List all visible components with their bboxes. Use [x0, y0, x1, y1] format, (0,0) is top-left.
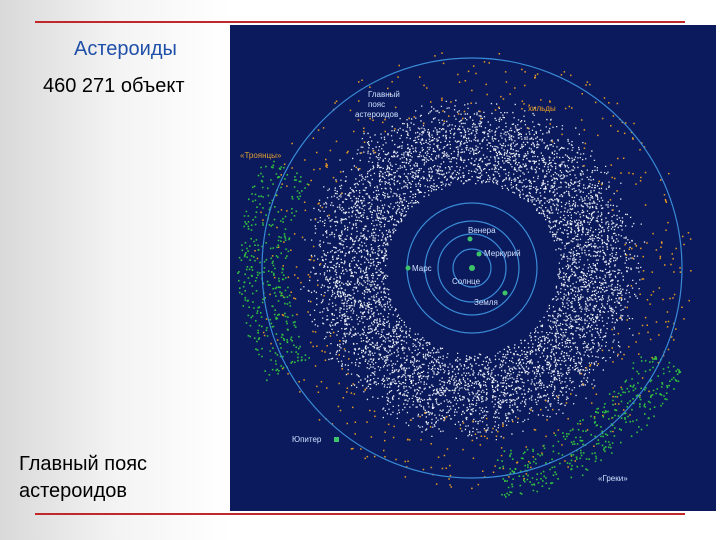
- mercury-label: Меркурий: [484, 249, 521, 258]
- top-rule: [35, 21, 685, 23]
- sun-label: Солнце: [452, 277, 481, 286]
- venus-label: Венера: [468, 226, 496, 235]
- trojans-label: «Троянцы»: [240, 151, 282, 160]
- greeks-label: «Греки»: [598, 474, 628, 483]
- sun: [469, 265, 475, 271]
- jupiter-orbit: [261, 57, 683, 479]
- caption: Главный пояс астероидов: [19, 453, 148, 502]
- venus-orbit: [437, 233, 507, 303]
- belt-label-line: астероидов: [355, 110, 398, 119]
- planets: [334, 236, 508, 442]
- mercury: [476, 251, 482, 257]
- asteroid-map: Главный пояс астероидов хильды «Троянцы» В…: [230, 25, 716, 511]
- jupiter-label: Юпитер: [292, 435, 322, 444]
- jupiter: [334, 437, 339, 442]
- title: Астероиды: [74, 38, 177, 60]
- earth: [502, 290, 508, 296]
- earth-label: Земля: [474, 298, 498, 307]
- mars-label: Марс: [412, 264, 432, 273]
- belt-label: Главный пояс астероидов: [355, 90, 400, 119]
- hildas-label: хильды: [528, 104, 556, 113]
- belt-label-line: пояс: [368, 100, 385, 109]
- venus: [467, 236, 473, 242]
- count: 460 271 объект: [43, 75, 185, 97]
- belt-label-line: Главный: [368, 90, 400, 99]
- mars: [405, 265, 411, 271]
- earth-orbit: [424, 220, 520, 316]
- bottom-rule: [35, 513, 685, 515]
- mercury-orbit: [452, 248, 492, 288]
